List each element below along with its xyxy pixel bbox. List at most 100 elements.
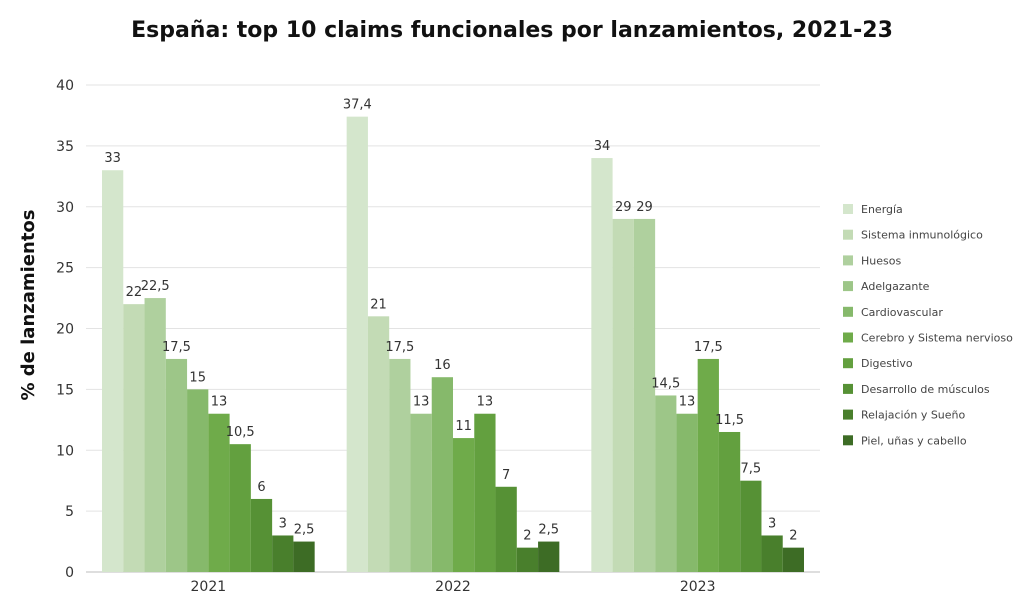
data-label: 2,5 [294, 523, 315, 538]
bar [272, 535, 294, 572]
bar [346, 116, 368, 572]
legend-label: Energía [861, 203, 903, 216]
y-tick-label: 10 [56, 443, 74, 459]
y-tick-label: 15 [56, 382, 74, 398]
legend-swatch [843, 306, 853, 317]
y-axis-label: % de lanzamientos [18, 209, 39, 400]
bar [165, 358, 188, 572]
y-tick-label: 35 [56, 139, 74, 155]
bar [612, 218, 634, 573]
bar [250, 498, 273, 572]
data-label: 33 [104, 151, 121, 166]
data-label: 10,5 [226, 425, 255, 440]
bar [367, 316, 390, 572]
data-label: 14,5 [651, 376, 680, 391]
bar [676, 413, 698, 572]
legend-label: Adelgazante [861, 280, 930, 293]
legend-label: Cardiovascular [861, 306, 943, 319]
bar [516, 547, 539, 572]
data-label: 16 [434, 358, 451, 373]
bar [187, 389, 209, 572]
data-label: 13 [413, 395, 430, 410]
data-label: 2 [789, 529, 797, 544]
bar [123, 304, 145, 572]
bar [697, 358, 719, 572]
y-tick-label: 30 [56, 200, 74, 216]
bar [474, 413, 496, 572]
data-label: 2 [523, 529, 531, 544]
data-label: 6 [257, 480, 265, 495]
legend-swatch [843, 409, 853, 420]
bar [144, 298, 166, 572]
bar [718, 431, 741, 572]
chart-title: España: top 10 claims funcionales por la… [131, 18, 893, 43]
legend-swatch [843, 358, 853, 369]
data-label: 37,4 [343, 98, 372, 113]
bar [782, 547, 804, 572]
data-label: 29 [615, 200, 632, 215]
data-label: 13 [679, 395, 696, 410]
bar [208, 413, 230, 572]
data-label: 34 [594, 139, 611, 154]
legend-label: Huesos [861, 254, 901, 267]
data-label: 17,5 [385, 340, 414, 355]
legend-label: Piel, uñas y cabello [861, 434, 967, 447]
legend-swatch [843, 332, 853, 343]
bar [431, 377, 453, 572]
data-label: 21 [370, 297, 387, 312]
y-tick-label: 20 [56, 322, 74, 338]
legend-swatch [843, 383, 853, 394]
data-label: 11,5 [715, 413, 744, 428]
data-label: 2,5 [538, 523, 559, 538]
legend-label: Digestivo [861, 357, 913, 370]
bar [453, 438, 475, 572]
legend-label: Desarrollo de músculos [861, 383, 990, 396]
bar [229, 444, 251, 572]
bar [655, 395, 677, 572]
bar [761, 535, 783, 572]
data-label: 17,5 [694, 340, 723, 355]
legend-swatch [843, 229, 853, 240]
bar [389, 358, 411, 572]
y-tick-label: 40 [56, 78, 74, 94]
bar [538, 541, 560, 572]
data-label: 17,5 [162, 340, 191, 355]
data-label: 3 [768, 516, 776, 531]
legend-label: Relajación y Sueño [861, 409, 966, 422]
legend-swatch [843, 281, 853, 292]
y-tick-label: 5 [65, 504, 74, 520]
legend: Energía Sistema inmunológico Huesos Adelgaz… [843, 203, 1013, 447]
x-category-label: 2022 [435, 579, 471, 595]
bar [740, 480, 762, 572]
legend-label: Cerebro y Sistema nervioso [861, 332, 1013, 345]
data-label: 13 [477, 395, 494, 410]
data-label: 7,5 [740, 462, 761, 477]
bar [633, 218, 656, 573]
bars [102, 116, 804, 573]
data-label: 3 [279, 516, 287, 531]
bar [495, 486, 517, 572]
x-category-label: 2023 [680, 579, 716, 595]
legend-swatch [843, 204, 853, 214]
data-label: 15 [189, 370, 206, 385]
bar [293, 541, 315, 572]
y-axis-ticks: 0 5 10 15 20 25 30 35 40 [56, 78, 74, 581]
data-label: 7 [502, 468, 510, 483]
data-label: 22,5 [141, 279, 170, 294]
data-label: 11 [455, 419, 472, 434]
bar [410, 413, 432, 572]
legend-swatch [843, 435, 853, 446]
data-label: 29 [636, 200, 653, 215]
x-category-label: 2021 [191, 579, 227, 595]
y-tick-label: 0 [65, 565, 74, 581]
legend-label: Sistema inmunológico [861, 229, 983, 242]
y-tick-label: 25 [56, 261, 74, 277]
data-label: 13 [211, 395, 228, 410]
legend-swatch [843, 255, 853, 266]
data-label: 22 [126, 285, 143, 300]
x-axis-categories: 2021 2022 2023 [191, 579, 716, 595]
bar [102, 170, 124, 572]
bar [591, 158, 613, 573]
